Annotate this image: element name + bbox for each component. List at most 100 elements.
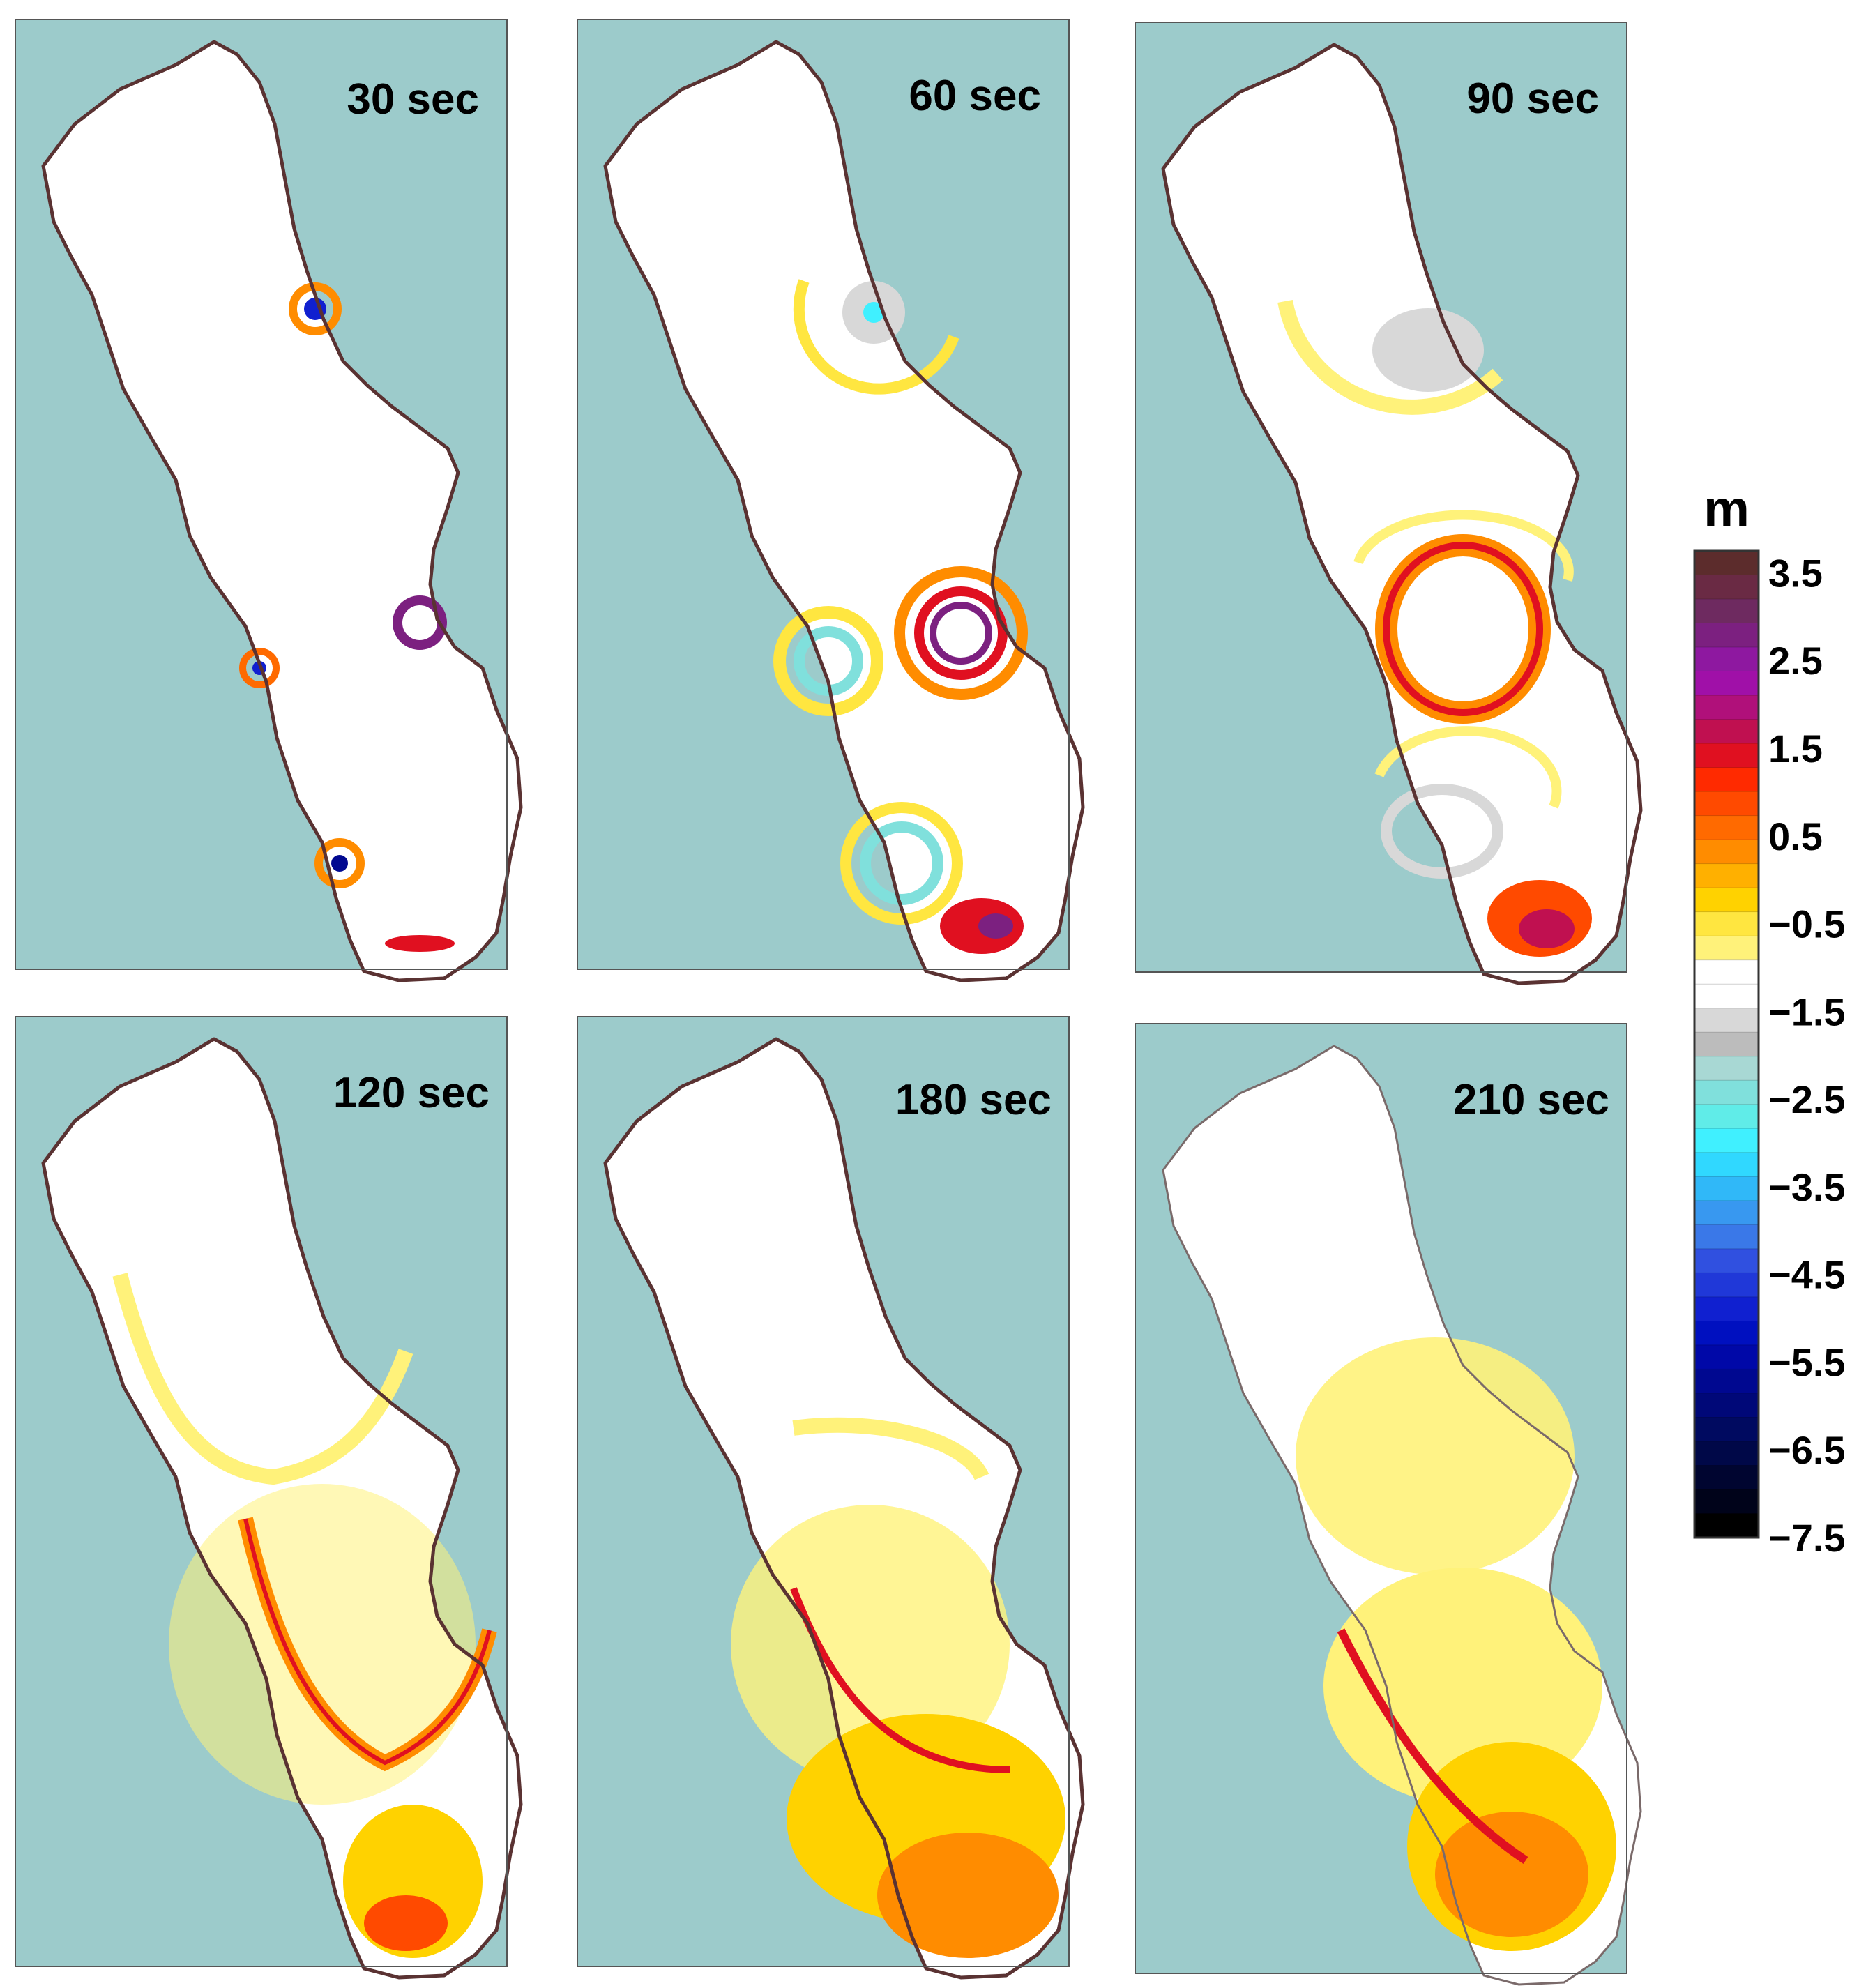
wave-front [1277,300,1503,415]
colorbar-tick-label: −7.5 [1768,1516,1846,1560]
panel-label: 210 sec [1453,1076,1609,1124]
panel-180-sec: 180 sec [577,1016,1083,1978]
panel-210-sec: 210 sec [1135,1023,1642,1986]
colorbar-swatch [1694,791,1759,817]
wave-front [1519,909,1575,948]
colorbar-swatch [1694,1200,1759,1225]
wave-field [1296,1337,1616,1951]
colorbar-tick-label: −3.5 [1768,1165,1846,1209]
wave-front [364,1895,448,1951]
colorbar-swatch [1694,743,1759,768]
panel-120-sec: 120 sec [15,1016,521,1978]
colorbar-swatch [1694,984,1759,1009]
colorbar-tick-label: −5.5 [1768,1340,1846,1384]
wave-front [863,302,884,323]
wave-front [773,606,883,716]
wave-field [731,1417,1065,1958]
colorbar-swatch [1694,888,1759,913]
colorbar-swatch [1694,1393,1759,1418]
colorbar-swatch [1694,1417,1759,1442]
wave-front [792,1417,989,1480]
colorbar-swatch [1694,1224,1759,1250]
wave-front [1372,308,1484,392]
colorbar-swatch [1694,911,1759,936]
colorbar-swatch [1694,1273,1759,1298]
colorbar-swatch [1694,1344,1759,1370]
colorbar-swatch [1694,1056,1759,1081]
colorbar-swatch [1694,1441,1759,1466]
colorbar-swatch [1694,623,1759,648]
colorbar-tick-label: 0.5 [1768,814,1823,858]
wave-front [914,586,1008,680]
colorbar-swatch [1694,1104,1759,1129]
colorbar-tick-label: 3.5 [1768,551,1823,595]
colorbar-unit: m [1704,480,1750,538]
colorbar-swatch [1694,1465,1759,1490]
wave-front [243,1518,492,1766]
colorbar-swatch [1694,840,1759,865]
panel-frame [15,1016,508,1967]
wave-field [239,282,455,952]
colorbar-tick-label: −6.5 [1768,1428,1846,1472]
wave-source [331,855,348,872]
colorbar-swatch [1694,719,1759,744]
colorbar-swatch [1694,647,1759,672]
colorbar-swatch [1694,1032,1759,1057]
wave-front [860,821,943,905]
panel-frame [15,19,508,970]
wave-source [385,935,455,952]
wave-front [894,566,1028,700]
wave-front [877,1833,1059,1958]
colorbar-swatch [1694,815,1759,840]
colorbar-outline [1693,549,1760,1539]
colorbar-swatch [1694,695,1759,720]
panel-label: 120 sec [333,1069,490,1117]
panel-label: 180 sec [895,1076,1052,1124]
colorbar-swatch [1694,1152,1759,1177]
colorbar-swatch [1694,551,1759,576]
colorbar-tick-label: −1.5 [1768,989,1846,1033]
colorbar-swatch [1694,767,1759,792]
panel-30-sec: 30 sec [15,19,521,980]
wave-front [793,279,959,395]
colorbar-swatch [1694,671,1759,696]
colorbar-swatch [1694,1128,1759,1153]
panel-90-sec: 90 sec [1135,22,1641,983]
colorbar-swatch [1694,1296,1759,1321]
panel-60-sec: 60 sec [577,19,1083,980]
colorbar-tick-label: 2.5 [1768,639,1823,683]
wave-source [393,595,447,650]
colorbar: m 3.5 2.5 1.5 0.5 −0.5 −1.5 −2.5 −3.5 −4.5 −5.5 −6… [1693,480,1846,1560]
colorbar-swatch [1694,936,1759,961]
wave-source [239,648,280,688]
colorbar-tick-label: −2.5 [1768,1077,1846,1121]
colorbar-swatches [1694,551,1759,1538]
wave-front [1381,784,1503,879]
wave-front [1435,1812,1588,1937]
wave-front [930,602,992,665]
wave-source [289,282,342,335]
wave-front [112,1273,413,1485]
colorbar-swatch [1694,1489,1759,1515]
colorbar-swatch [1694,1176,1759,1201]
panel-frame [577,1016,1070,1967]
wave-front [1296,1337,1575,1575]
colorbar-swatch [1694,1080,1759,1105]
colorbar-tick-label: −4.5 [1768,1253,1846,1297]
wave-front [840,802,963,925]
colorbar-tick-label: −0.5 [1768,902,1846,946]
colorbar-swatch [1694,1008,1759,1033]
colorbar-ticks: 3.5 2.5 1.5 0.5 −0.5 −1.5 −2.5 −3.5 −4.5 −5.5 −6.5… [1768,551,1846,1560]
wave-front [731,1505,1010,1784]
colorbar-swatch [1694,1513,1759,1538]
wave-source [314,838,365,888]
panel-frame [1135,22,1627,973]
wave-front [1337,1628,1528,1864]
panel-frame [1135,1023,1627,1974]
panel-label: 90 sec [1466,75,1599,123]
wave-front [978,913,1013,939]
panel-label: 60 sec [909,72,1041,120]
colorbar-swatch [1694,1248,1759,1273]
colorbar-swatch [1694,1369,1759,1394]
